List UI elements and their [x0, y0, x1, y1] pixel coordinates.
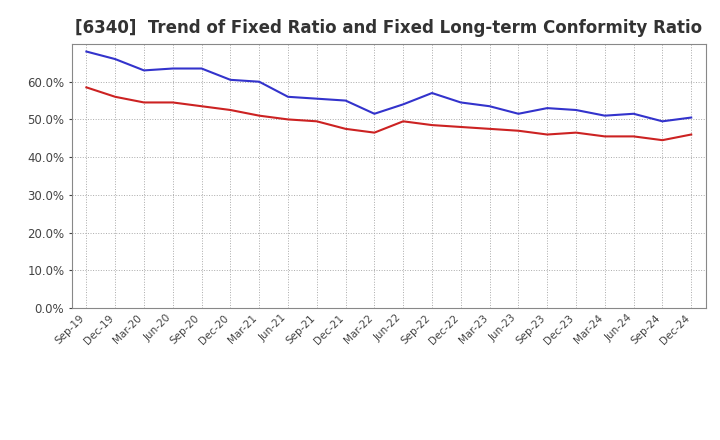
Fixed Ratio [543, 106, 552, 111]
Fixed Long-term Conformity Ratio [485, 126, 494, 132]
Fixed Ratio [255, 79, 264, 84]
Fixed Ratio [485, 103, 494, 109]
Fixed Ratio [572, 107, 580, 113]
Fixed Ratio [370, 111, 379, 117]
Fixed Long-term Conformity Ratio [284, 117, 292, 122]
Fixed Long-term Conformity Ratio [543, 132, 552, 137]
Fixed Ratio [197, 66, 206, 71]
Fixed Ratio [687, 115, 696, 120]
Fixed Ratio [600, 113, 609, 118]
Legend: Fixed Ratio, Fixed Long-term Conformity Ratio: Fixed Ratio, Fixed Long-term Conformity … [194, 437, 584, 440]
Fixed Ratio [312, 96, 321, 101]
Title: [6340]  Trend of Fixed Ratio and Fixed Long-term Conformity Ratio: [6340] Trend of Fixed Ratio and Fixed Lo… [75, 19, 703, 37]
Fixed Ratio [399, 102, 408, 107]
Fixed Long-term Conformity Ratio [111, 94, 120, 99]
Fixed Long-term Conformity Ratio [370, 130, 379, 135]
Fixed Ratio [284, 94, 292, 99]
Fixed Ratio [428, 90, 436, 95]
Fixed Long-term Conformity Ratio [572, 130, 580, 135]
Fixed Ratio [82, 49, 91, 54]
Fixed Ratio [514, 111, 523, 117]
Fixed Long-term Conformity Ratio [82, 85, 91, 90]
Line: Fixed Long-term Conformity Ratio: Fixed Long-term Conformity Ratio [86, 88, 691, 140]
Fixed Long-term Conformity Ratio [456, 125, 465, 130]
Fixed Long-term Conformity Ratio [428, 122, 436, 128]
Fixed Ratio [456, 100, 465, 105]
Fixed Ratio [226, 77, 235, 82]
Fixed Long-term Conformity Ratio [600, 134, 609, 139]
Line: Fixed Ratio: Fixed Ratio [86, 51, 691, 121]
Fixed Long-term Conformity Ratio [197, 103, 206, 109]
Fixed Long-term Conformity Ratio [687, 132, 696, 137]
Fixed Long-term Conformity Ratio [255, 113, 264, 118]
Fixed Long-term Conformity Ratio [629, 134, 638, 139]
Fixed Long-term Conformity Ratio [399, 119, 408, 124]
Fixed Long-term Conformity Ratio [168, 100, 177, 105]
Fixed Long-term Conformity Ratio [226, 107, 235, 113]
Fixed Ratio [341, 98, 350, 103]
Fixed Ratio [629, 111, 638, 117]
Fixed Long-term Conformity Ratio [312, 119, 321, 124]
Fixed Long-term Conformity Ratio [658, 138, 667, 143]
Fixed Long-term Conformity Ratio [341, 126, 350, 132]
Fixed Ratio [168, 66, 177, 71]
Fixed Ratio [111, 56, 120, 62]
Fixed Long-term Conformity Ratio [514, 128, 523, 133]
Fixed Ratio [658, 119, 667, 124]
Fixed Long-term Conformity Ratio [140, 100, 148, 105]
Fixed Ratio [140, 68, 148, 73]
